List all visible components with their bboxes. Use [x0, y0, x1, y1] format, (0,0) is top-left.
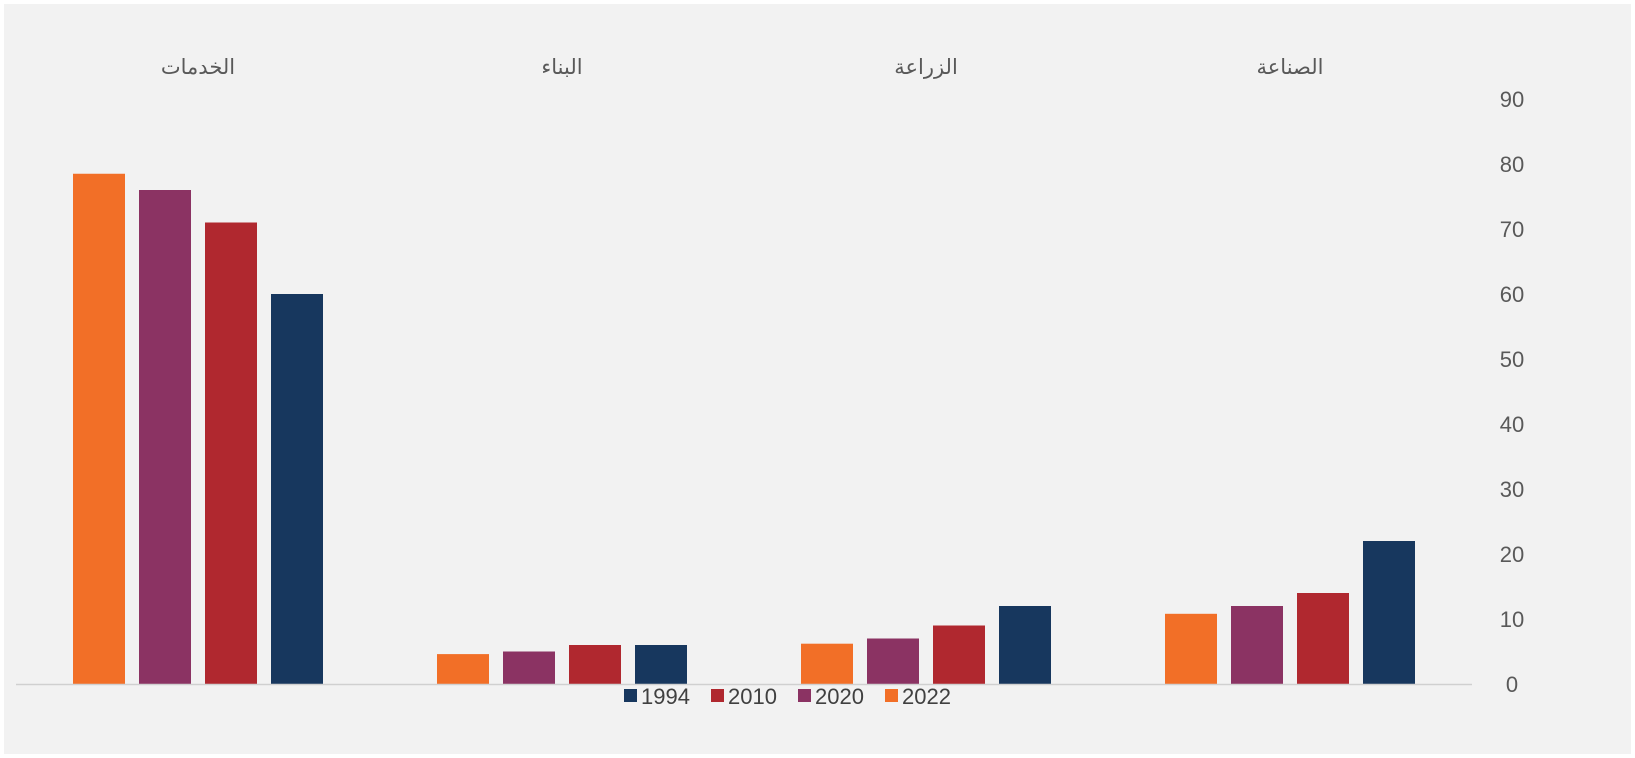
category-label: الخدمات — [161, 55, 235, 79]
y-axis-ticks: 0 10 20 30 40 50 60 70 80 90 — [1500, 87, 1524, 697]
y-tick-label: 80 — [1500, 152, 1524, 177]
legend-label: 1994 — [641, 684, 690, 709]
y-tick-label: 90 — [1500, 87, 1524, 112]
bar-1994 — [999, 606, 1051, 684]
bar-2022 — [1165, 613, 1217, 684]
legend-swatch — [885, 689, 898, 702]
bar-2010 — [205, 222, 257, 684]
bar-2010 — [933, 625, 985, 684]
category-labels: الصناعة الزراعة البناء الخدمات — [161, 55, 1324, 79]
bars — [73, 173, 1415, 684]
bar-2020 — [139, 190, 191, 684]
category-label: البناء — [541, 55, 582, 79]
y-tick-label: 0 — [1506, 672, 1518, 697]
y-tick-label: 50 — [1500, 347, 1524, 372]
legend: 1994 2010 2020 2022 — [624, 684, 951, 709]
legend-swatch — [624, 689, 637, 702]
bar-1994 — [635, 645, 687, 684]
y-tick-label: 70 — [1500, 217, 1524, 242]
category-label: الزراعة — [894, 55, 958, 79]
legend-swatch — [798, 689, 811, 702]
bar-2022 — [73, 173, 125, 684]
bar-2020 — [1231, 606, 1283, 684]
legend-label: 2020 — [815, 684, 864, 709]
bar-2022 — [437, 654, 489, 684]
y-tick-label: 40 — [1500, 412, 1524, 437]
category-label: الصناعة — [1257, 55, 1324, 79]
legend-label: 2010 — [728, 684, 777, 709]
y-tick-label: 10 — [1500, 607, 1524, 632]
bar-1994 — [1363, 541, 1415, 684]
y-tick-label: 60 — [1500, 282, 1524, 307]
legend-label: 2022 — [902, 684, 951, 709]
bar-2010 — [569, 645, 621, 684]
bar-1994 — [271, 294, 323, 684]
bar-chart: 0 10 20 30 40 50 60 70 80 90 الصناعة الزراعة البناء… — [16, 55, 1524, 709]
bar-2020 — [503, 651, 555, 684]
y-tick-label: 20 — [1500, 542, 1524, 567]
legend-swatch — [711, 689, 724, 702]
bar-2010 — [1297, 593, 1349, 684]
y-tick-label: 30 — [1500, 477, 1524, 502]
bar-2022 — [801, 643, 853, 684]
bar-2020 — [867, 638, 919, 684]
chart-panel: 0 10 20 30 40 50 60 70 80 90 الصناعة الزراعة البناء… — [4, 4, 1631, 754]
